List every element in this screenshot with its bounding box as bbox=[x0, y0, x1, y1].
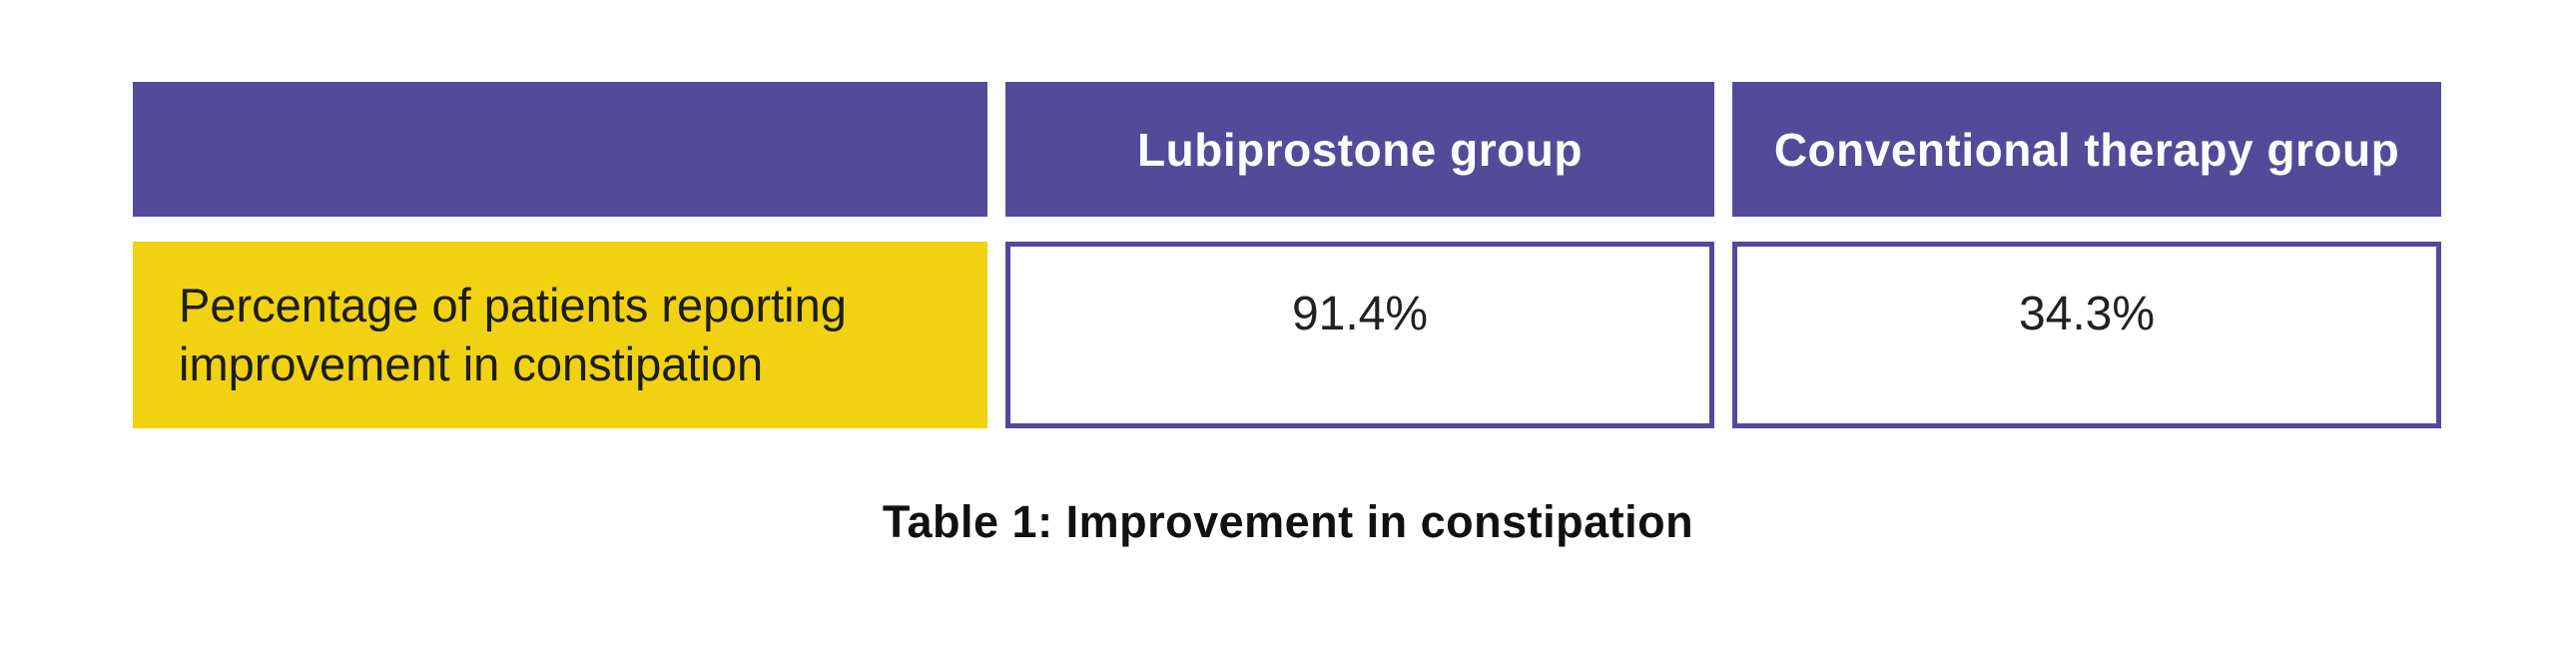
value-cell-lubiprostone: 91.4% bbox=[1005, 242, 1714, 428]
results-table: Lubiprostone group Conventional therapy … bbox=[133, 82, 2441, 428]
value-cell-conventional-therapy: 34.3% bbox=[1732, 242, 2441, 428]
header-cell-lubiprostone-group: Lubiprostone group bbox=[1005, 82, 1714, 217]
table-caption: Table 1: Improvement in constipation bbox=[882, 496, 1694, 547]
row-label-improvement-percentage: Percentage of patients reporting improve… bbox=[133, 242, 987, 428]
header-cell-conventional-therapy-group: Conventional therapy group bbox=[1732, 82, 2441, 217]
header-cell-empty bbox=[133, 82, 987, 217]
